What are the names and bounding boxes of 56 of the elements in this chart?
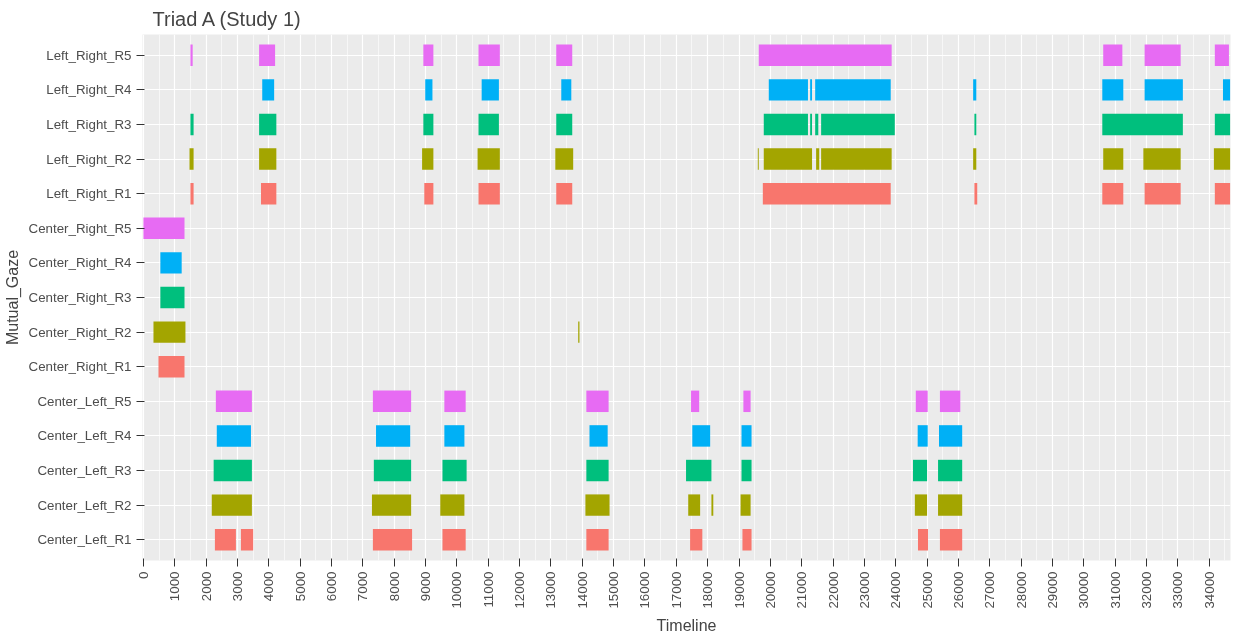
y-tick-label: Center_Right_R1 xyxy=(28,359,132,375)
y-tick-label: Center_Right_R4 xyxy=(28,255,133,271)
x-tick-label: 9000 xyxy=(418,571,434,602)
chart-title: Triad A (Study 1) xyxy=(152,7,301,30)
y-tick-label: Center_Left_R1 xyxy=(37,532,132,548)
x-tick-label: 19000 xyxy=(731,571,747,609)
x-tick-label: 22000 xyxy=(825,571,841,609)
y-tick-label: Left_Right_R4 xyxy=(46,82,133,98)
x-tick-label: 4000 xyxy=(261,571,277,602)
y-tick-label: Center_Left_R2 xyxy=(37,497,132,513)
y-tick-label: Center_Left_R4 xyxy=(37,428,133,444)
x-tick-label: 28000 xyxy=(1013,571,1029,609)
x-tick-label: 31000 xyxy=(1107,571,1123,609)
x-tick-label: 6000 xyxy=(324,571,340,602)
y-tick-label: Left_Right_R2 xyxy=(46,151,132,167)
x-tick-label: 5000 xyxy=(292,571,308,602)
y-tick-label: Center_Right_R2 xyxy=(28,324,132,340)
x-tick-label: 25000 xyxy=(919,571,935,609)
x-tick-label: 10000 xyxy=(449,571,465,609)
bar xyxy=(371,494,412,516)
x-tick-label: 33000 xyxy=(1170,571,1186,609)
x-tick-label: 11000 xyxy=(480,571,496,608)
x-tick-label: 7000 xyxy=(355,571,371,602)
x-axis-title: Timeline xyxy=(656,616,717,634)
x-tick-label: 32000 xyxy=(1138,571,1154,609)
x-tick-label: 26000 xyxy=(950,571,966,609)
x-tick-label: 27000 xyxy=(982,571,998,609)
y-tick-label: Center_Right_R5 xyxy=(28,220,132,236)
bar xyxy=(259,148,277,170)
x-tick-label: 15000 xyxy=(606,571,622,609)
y-tick-label: Center_Left_R3 xyxy=(37,463,132,479)
x-tick-label: 14000 xyxy=(574,571,590,609)
y-tick-label: Center_Right_R3 xyxy=(28,290,132,305)
y-tick-label: Left_Right_R5 xyxy=(46,47,132,63)
x-tick-label: 12000 xyxy=(512,571,528,609)
x-tick-label: 21000 xyxy=(794,571,810,609)
x-tick-label: 29000 xyxy=(1044,571,1060,609)
x-tick-label: 17000 xyxy=(668,571,684,609)
x-tick-label: 3000 xyxy=(229,571,245,602)
x-tick-label: 24000 xyxy=(888,571,904,609)
x-tick-label: 34000 xyxy=(1201,571,1217,609)
x-tick-label: 2000 xyxy=(198,571,214,602)
x-tick-label: 13000 xyxy=(543,571,559,609)
x-tick-label: 16000 xyxy=(637,571,653,609)
x-tick-label: 18000 xyxy=(700,571,716,609)
y-tick-label: Center_Left_R5 xyxy=(37,393,132,409)
x-tick-label: 8000 xyxy=(386,571,402,602)
y-axis-title: Mutual_Gaze xyxy=(3,249,22,346)
y-tick-label: Left_Right_R1 xyxy=(46,186,132,202)
x-tick-label: 30000 xyxy=(1076,571,1092,609)
y-tick-label: Left_Right_R3 xyxy=(46,116,132,132)
x-tick-label: 20000 xyxy=(762,571,778,609)
x-tick-label: 23000 xyxy=(856,571,872,609)
bar xyxy=(1213,148,1231,170)
x-tick-label: 0 xyxy=(135,571,151,579)
x-tick-label: 1000 xyxy=(167,571,183,602)
